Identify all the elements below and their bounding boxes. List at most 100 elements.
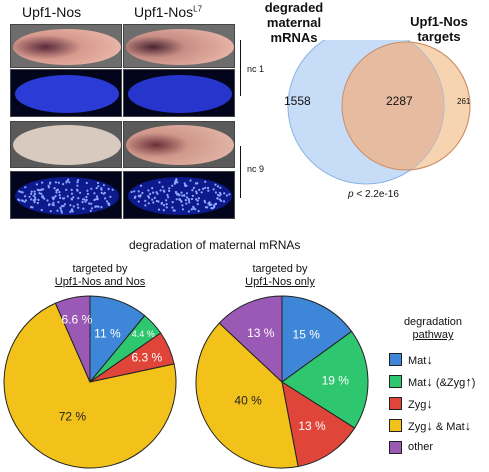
nucleus-dot [192,186,195,189]
arrow-up-icon: ↑ [465,373,472,389]
nucleus-dot [178,194,181,197]
nucleus-dot [207,202,211,205]
nucleus-dot [192,207,195,210]
nucleus-dot [37,198,40,201]
arrow-down-icon: ↓ [426,417,433,433]
nucleus-dot [107,187,110,191]
nucleus-dot [41,195,44,198]
nucleus-dot [149,192,152,195]
nucleus-dot [77,179,80,182]
nucleus-dot [175,178,178,181]
nucleus-dot [90,187,93,190]
nucleus-dot [102,184,105,187]
embryo-image-nc1-dapi-wt [10,69,122,117]
venn-pvalue: p < 2.2e-16 [348,189,399,200]
nucleus-dot [181,208,184,211]
nucleus-dot [90,202,93,205]
nucleus-dot [32,194,35,197]
nucleus-dot [100,191,103,194]
nucleus-dot [175,198,178,201]
nucleus-dot [89,209,92,212]
nucleus-dot [137,190,140,193]
legend-title: degradation pathway [403,316,463,341]
nucleus-dot [77,197,80,200]
nucleus-dot [187,210,190,213]
nucleus-dot [96,197,99,200]
pie-slice-label: 19 % [322,373,350,387]
embryo-image-nc1-dapi-l7 [123,69,235,117]
nucleus-dot [157,208,161,211]
nucleus-dot [86,189,89,192]
pie-chart-upf1-nos-only: 15 % 19 % 13 % 40 % 13 % [195,295,369,469]
pie-slice-label: 6.6 % [62,313,93,327]
nucleus-dot [137,200,140,203]
nucleus-dot [222,200,226,203]
nucleus-dot [63,203,66,206]
nucleus-dot [33,190,36,193]
pie-slice-label: 15 % [293,328,321,342]
nucleus-dot [173,182,176,185]
nucleus-dot [24,186,27,189]
nucleus-dot [184,199,187,202]
nucleus-dot [65,188,68,191]
nucleus-dot [105,200,109,203]
nucleus-dot [95,187,98,190]
nucleus-dot [200,191,203,194]
legend-swatch [389,352,402,366]
nucleus-dot [130,190,133,194]
nucleus-dot [109,195,112,198]
nucleus-dot [95,195,99,198]
nucleus-dot [24,195,27,198]
nucleus-dot [160,201,164,204]
embryo-image-nc9-brightfield-l7 [123,121,235,168]
nucleus-dot [111,188,114,191]
embryo-image-nc1-brightfield-wt [10,24,122,68]
nucleus-dot [56,209,59,212]
nucleus-dot [197,197,200,200]
nucleus-dot [81,201,84,204]
nucleus-dot [21,191,24,194]
nucleus-dot [214,191,217,194]
nucleus-dot [180,191,183,194]
embryo-image-nc1-brightfield-l7 [123,24,235,68]
nucleus-dot [34,198,37,201]
nucleus-dot [138,195,141,198]
nucleus-dot [72,196,75,199]
nucleus-dot [18,190,21,193]
nucleus-dot [103,191,106,194]
nucleus-dot [195,192,198,195]
nucleus-dot [49,210,52,213]
nucleus-dot [185,196,189,199]
nucleus-dot [195,198,198,201]
arrow-down-icon: ↓ [426,373,433,389]
nucleus-dot [21,199,24,202]
nucleus-dot [19,190,22,194]
nucleus-dot [168,189,171,192]
nucleus-dot [52,196,55,199]
nucleus-dot [70,197,73,200]
pie-slice [3,302,177,469]
nucleus-dot [151,187,154,190]
nucleus-dot [36,201,39,205]
nucleus-dot [166,193,169,197]
nucleus-dot [53,187,56,190]
legend-swatch [389,440,402,454]
nucleus-dot [165,199,168,202]
nucleus-dot [214,183,217,186]
nucleus-dot [225,194,228,197]
nucleus-dot [196,199,199,202]
nucleus-dot [173,209,176,212]
nucleus-dot [181,194,184,197]
col-label-upf1-nos-l7: Upf1-NosL7 [134,4,203,20]
nucleus-dot [188,201,191,204]
pie-chart-upf1-nos-and-nos: 11 % 4.4 % 6.3 % 72 % 6.6 % [3,295,177,469]
venn-overlap-count: 2287 [386,94,413,108]
section-title: degradation of maternal mRNAs [129,238,301,252]
nucleus-dot [185,202,188,205]
nucleus-dot [190,208,193,211]
nucleus-dot [183,194,186,197]
nucleus-dot [180,200,183,203]
nucleus-dot [54,181,58,184]
nucleus-dot [156,192,159,195]
nucleus-dot [17,198,20,201]
